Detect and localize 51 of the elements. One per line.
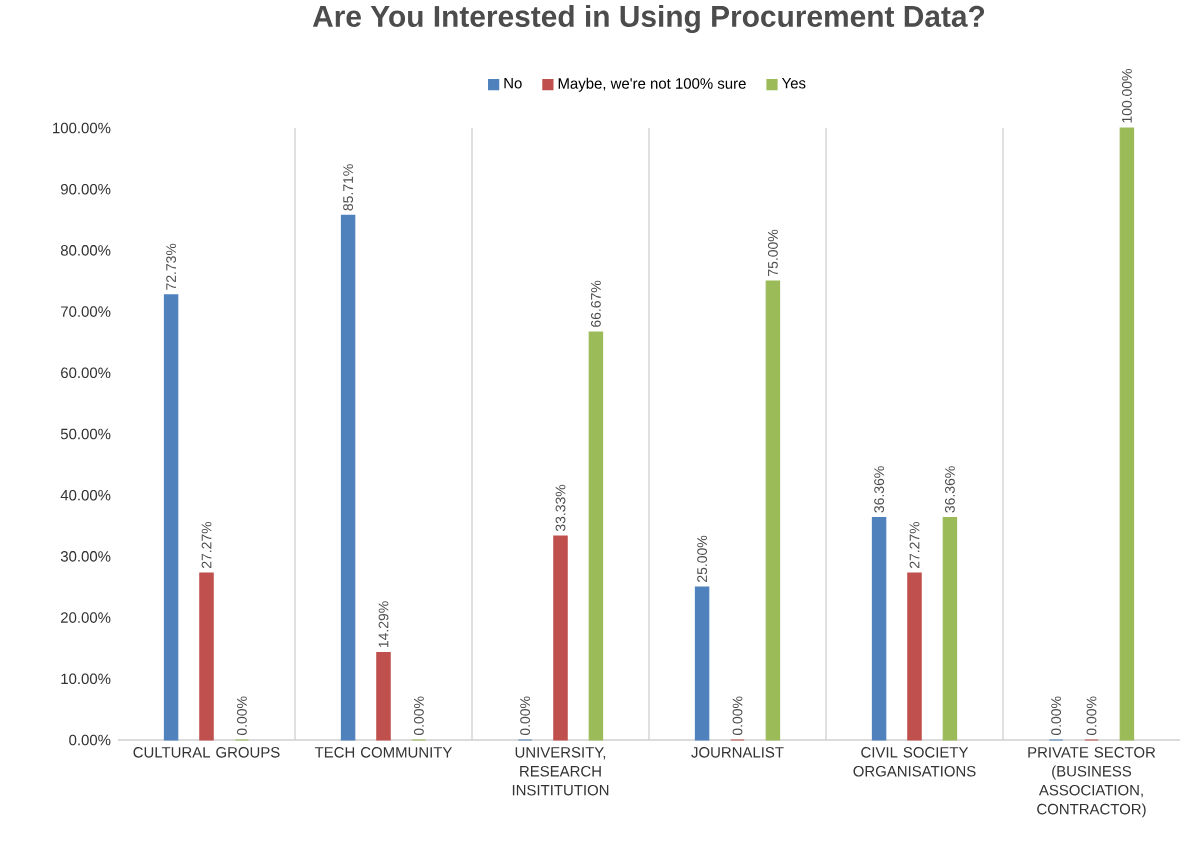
y-tick-label: 70.00%	[61, 306, 111, 317]
y-tick-label: 80.00%	[60, 245, 111, 256]
y-tick-label: 30.00%	[60, 551, 111, 562]
data-label: 0.00%	[236, 696, 247, 736]
data-label: 0.00%	[520, 696, 531, 736]
data-label: 36.36%	[874, 466, 885, 513]
bar	[765, 280, 781, 741]
data-label: 0.00%	[732, 696, 743, 736]
data-label: 27.27%	[909, 521, 920, 569]
y-tick-label: 60.00%	[61, 367, 111, 379]
bar	[694, 586, 710, 741]
x-tick-label: TECH COMMUNITY	[314, 747, 453, 758]
data-label: 27.27%	[201, 521, 212, 569]
data-label: 0.00%	[1051, 696, 1062, 736]
data-label: 72.73%	[166, 243, 177, 290]
y-tick-label: 10.00%	[61, 673, 111, 685]
data-label: 14.29%	[378, 601, 389, 648]
bar	[588, 331, 604, 741]
data-label: 85.71%	[343, 164, 354, 211]
bar	[871, 516, 887, 741]
bar	[553, 535, 568, 741]
x-tick-label: CIVIL SOCIETY ORGANISATIONS	[853, 747, 976, 777]
bar	[376, 651, 391, 741]
bar	[907, 572, 922, 741]
bar	[340, 214, 356, 741]
data-label: 36.36%	[944, 466, 955, 513]
y-tick-label: 20.00%	[61, 612, 111, 623]
data-label: 100.00%	[1121, 69, 1132, 123]
legend-label: No	[504, 78, 522, 89]
legend-label: Yes	[781, 78, 806, 89]
data-label: 0.00%	[1086, 696, 1097, 736]
x-tick-label: CULTURAL GROUPS	[133, 747, 280, 758]
data-label: 25.00%	[697, 535, 708, 582]
y-tick-label: 100.00%	[53, 122, 111, 134]
y-tick-label: 90.00%	[60, 183, 111, 195]
chart-title: Are You Interested in Using Procurement Data?	[312, 5, 985, 34]
y-tick-label: 50.00%	[60, 428, 111, 440]
data-label: 33.33%	[555, 484, 566, 532]
x-tick-label: JOURNALIST	[691, 747, 784, 758]
data-label: 66.67%	[590, 280, 601, 327]
bar	[942, 516, 958, 741]
y-tick-label: 0.00%	[69, 734, 111, 746]
data-label: 75.00%	[767, 229, 778, 276]
x-tick-label: UNIVERSITY, RESEARCH INSITITUTION	[512, 747, 609, 796]
bar	[163, 294, 179, 741]
legend-label: Maybe, we're not 100% sure	[558, 77, 746, 92]
bar	[199, 572, 214, 741]
x-tick-label: PRIVATE SECTOR (BUSINESS ASSOCIATION, CONTRACTOR)	[1028, 747, 1156, 818]
bar	[1119, 127, 1135, 741]
data-label: 0.00%	[413, 696, 424, 736]
y-tick-label: 40.00%	[60, 489, 111, 501]
